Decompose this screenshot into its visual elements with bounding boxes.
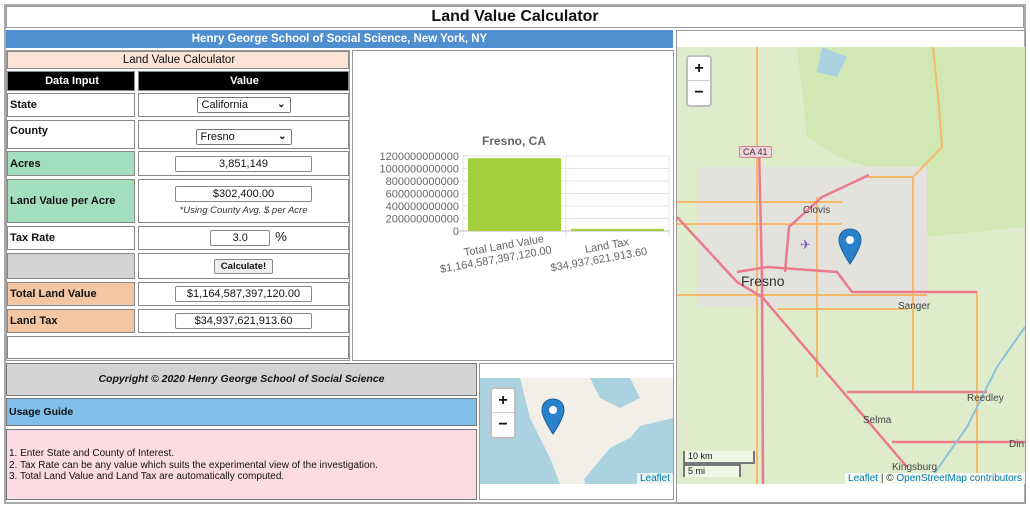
tax-rate-input[interactable]: 3.0 — [210, 230, 271, 246]
bar-chart: Fresno, CA 120000000000010000000000008000… — [379, 134, 670, 276]
county-select[interactable]: Fresno ⌄ — [195, 128, 292, 145]
total-land-value-label: Total Land Value — [7, 282, 135, 306]
zoom-in-button[interactable]: + — [688, 57, 710, 81]
small-map-zoom: + − — [490, 387, 516, 439]
big-map-zoom: + − — [686, 55, 712, 107]
copyright: Copyright © 2020 Henry George School of … — [6, 363, 477, 396]
chart-panel: Fresno, CA 1200000000000 1000000000000 8000… — [352, 50, 674, 361]
zoom-out-button[interactable]: − — [498, 416, 508, 433]
page-title: Land Value Calculator — [6, 6, 1024, 28]
map-label-city: Selma — [863, 415, 892, 426]
state-select-value: California — [201, 99, 248, 111]
calculate-cell: Calculate! — [138, 253, 349, 279]
y-tick-label: 600000000000 — [386, 189, 459, 201]
bar — [571, 228, 664, 231]
acres-label: Acres — [7, 151, 135, 176]
zoom-in-button[interactable]: + — [492, 389, 514, 413]
chevron-down-icon: ⌄ — [278, 130, 287, 142]
y-tick-label: 400000000000 — [386, 201, 459, 213]
scale-mi: 5 mi — [683, 464, 741, 477]
bar — [468, 158, 561, 231]
usage-step: 1. Enter State and County of Interest. — [9, 448, 175, 459]
calculator-panel — [6, 50, 350, 361]
map-label-city: Kingsburg — [892, 462, 938, 473]
col-header-input: Data Input — [7, 71, 135, 91]
usage-step: 2. Tax Rate can be any value which suits… — [9, 459, 378, 471]
big-map[interactable]: + − CA 41 Clovis Fresno Sanger Reedley S… — [677, 47, 1025, 484]
land-tax-label: Land Tax — [7, 309, 135, 333]
attribution-separator: | © — [878, 473, 897, 484]
leaflet-link[interactable]: Leaflet — [639, 473, 670, 484]
acres-cell: 3,851,149 — [138, 151, 349, 176]
scale-km: 10 km — [683, 451, 755, 464]
y-tick-label: 1200000000000 — [379, 151, 459, 163]
calculator-heading: Land Value Calculator — [7, 51, 349, 69]
county-label: County — [7, 120, 135, 149]
map-label-city: Clovis — [803, 205, 831, 216]
acres-input[interactable]: 3,851,149 — [175, 155, 312, 172]
tax-rate-label: Tax Rate — [7, 226, 135, 250]
county-select-value: Fresno — [200, 130, 235, 143]
y-tick-label: 1000000000000 — [379, 164, 459, 176]
total-cell: $1,164,587,397,120.00 — [138, 282, 349, 306]
lvpa-input[interactable]: $302,400.00 — [175, 186, 312, 202]
big-map-tiles — [677, 47, 1025, 484]
y-tick-label: 200000000000 — [386, 214, 459, 226]
map-label-route: CA 41 — [739, 146, 772, 158]
col-header-value: Value — [138, 71, 349, 91]
state-label: State — [7, 93, 135, 117]
percent-unit: % — [275, 228, 287, 244]
small-map-attribution: Leaflet — [636, 473, 673, 484]
empty-row — [7, 336, 349, 359]
usage-guide-steps: 1. Enter State and County of Interest. 2… — [6, 429, 477, 500]
map-label-city: Fresno — [741, 273, 785, 289]
y-tick-label: 800000000000 — [386, 176, 459, 188]
small-map[interactable]: + − Leaflet — [480, 378, 673, 484]
usage-step: 3. Total Land Value and Land Tax are aut… — [9, 471, 285, 482]
lvpa-cell: $302,400.00 *Using County Avg. $ per Acr… — [138, 179, 349, 223]
osm-link[interactable]: OpenStreetMap contributors — [896, 473, 1022, 484]
big-map-attribution: Leaflet | © OpenStreetMap contributors — [845, 473, 1025, 484]
small-map-panel: + − Leaflet — [479, 363, 674, 500]
map-marker-icon — [541, 398, 565, 435]
tax-rate-cell: 3.0 % — [138, 226, 349, 250]
usage-guide-heading: Usage Guide — [6, 398, 477, 426]
land-tax-cell: $34,937,621,913.60 — [138, 309, 349, 333]
map-label-city: Reedley — [967, 393, 1004, 404]
county-cell: Fresno ⌄ — [138, 120, 349, 149]
empty-cell — [7, 253, 135, 279]
org-header: Henry George School of Social Science, N… — [6, 30, 673, 48]
airport-icon: ✈ — [800, 237, 811, 252]
total-land-value-output[interactable]: $1,164,587,397,120.00 — [175, 286, 312, 302]
chevron-down-icon: ⌄ — [277, 99, 286, 110]
lvpa-note: *Using County Avg. $ per Acre — [179, 205, 308, 216]
big-map-panel: + − CA 41 Clovis Fresno Sanger Reedley S… — [676, 30, 1026, 504]
map-label-city: Sanger — [898, 301, 931, 312]
state-cell: California ⌄ — [138, 93, 349, 117]
chart-title: Fresno, CA — [482, 134, 546, 148]
land-tax-output[interactable]: $34,937,621,913.60 — [175, 313, 312, 329]
lvpa-label: Land Value per Acre — [7, 179, 135, 223]
zoom-out-button[interactable]: − — [694, 84, 704, 101]
map-marker-icon — [838, 228, 862, 265]
map-label-city: Din — [1009, 439, 1025, 450]
y-tick-label: 0 — [453, 226, 459, 238]
state-select[interactable]: California ⌄ — [196, 97, 291, 113]
calculate-button[interactable]: Calculate! — [213, 258, 274, 274]
leaflet-link[interactable]: Leaflet — [848, 473, 879, 484]
